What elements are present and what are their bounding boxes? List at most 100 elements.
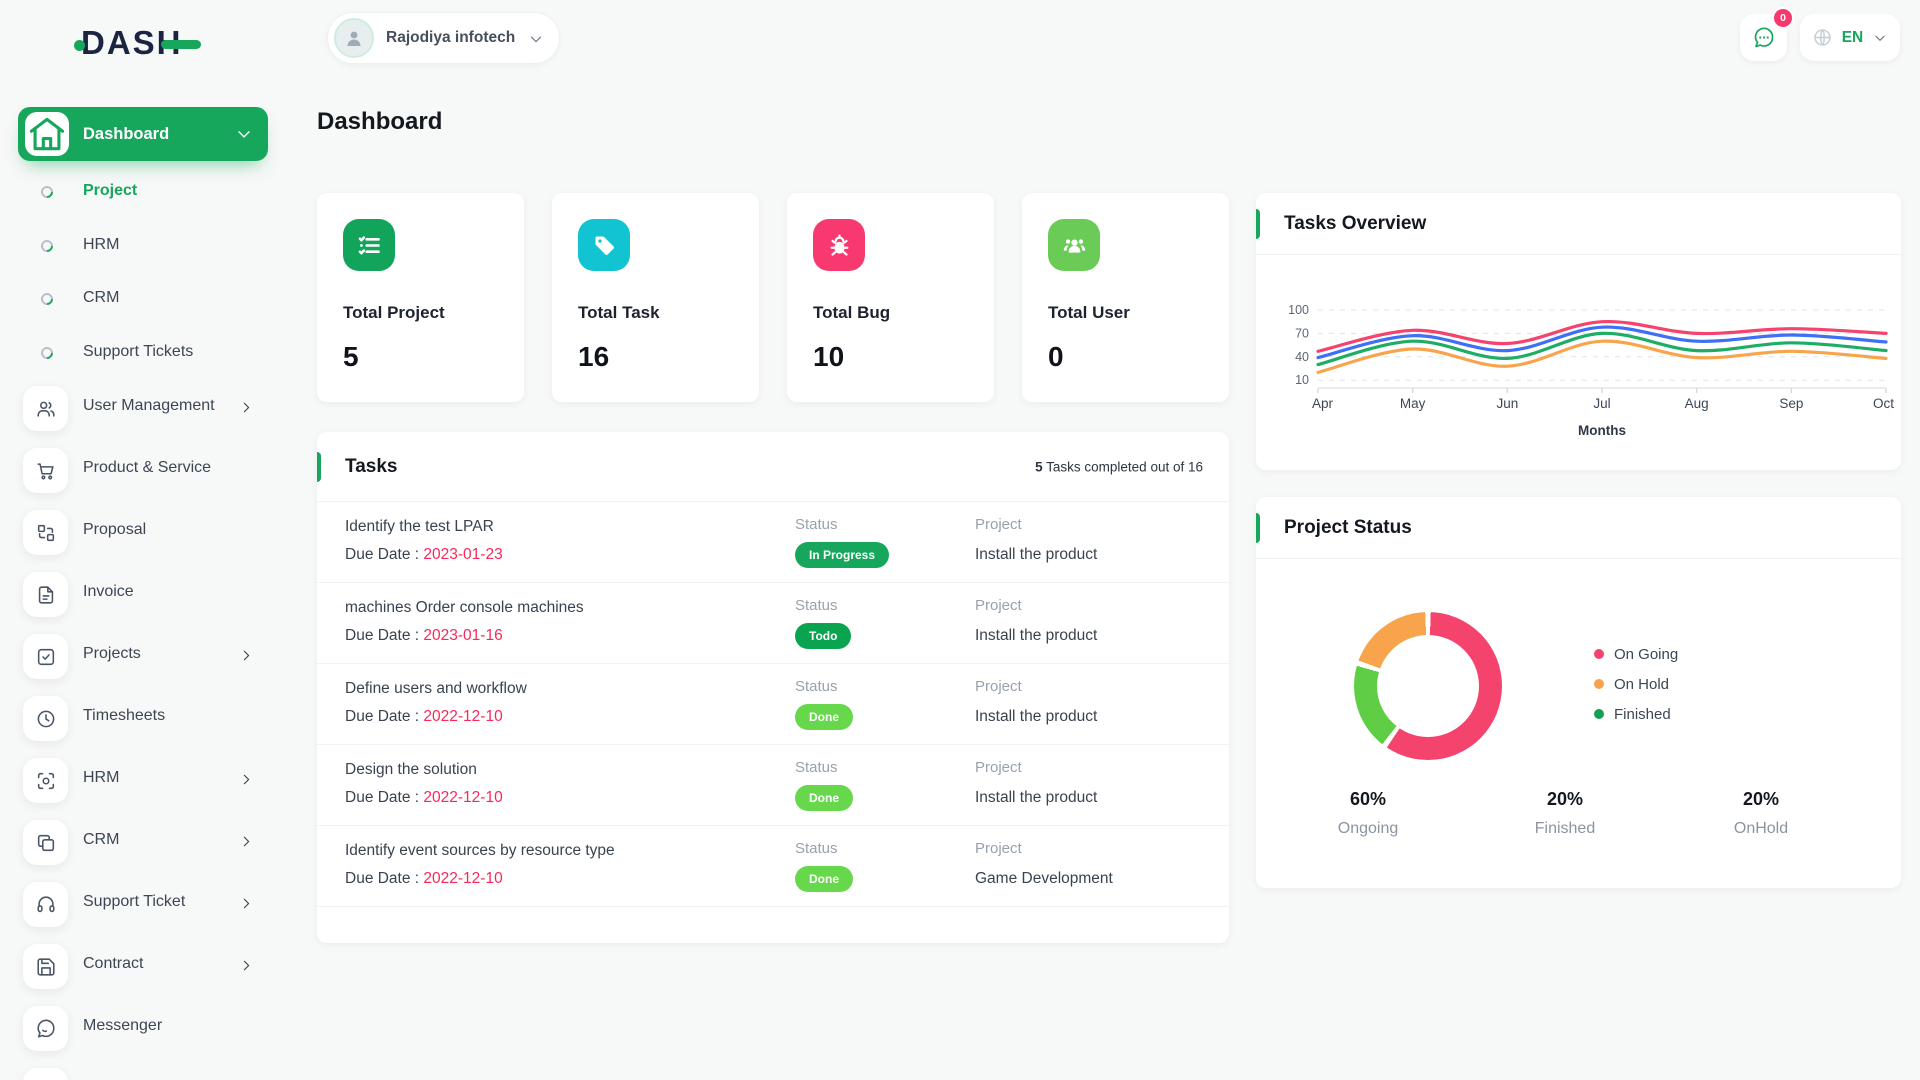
svg-text:Months: Months bbox=[1578, 423, 1626, 438]
status-badge: Done bbox=[795, 866, 853, 892]
project-status-title: Project Status bbox=[1284, 516, 1412, 538]
chevron-down-icon bbox=[234, 124, 254, 144]
sidebar-item-dashboard[interactable]: Dashboard bbox=[18, 107, 268, 161]
checklist-icon bbox=[343, 219, 395, 271]
series-pink bbox=[1316, 319, 1888, 353]
task-row: Design the solution Due Date : 2022-12-10… bbox=[317, 745, 1229, 826]
svg-text:Jul: Jul bbox=[1593, 396, 1610, 411]
stat-card-total-task: Total Task 16 bbox=[552, 193, 759, 402]
legend-item-on-hold: On Hold bbox=[1594, 669, 1678, 699]
tasks-overview-card: Tasks Overview 10 40 70 100 Apr May Jun Jul Aug S… bbox=[1256, 193, 1901, 470]
due-date: 2023-01-16 bbox=[423, 627, 503, 644]
sidebar-item-invoice[interactable]: Invoice bbox=[0, 567, 290, 623]
copy-icon bbox=[23, 820, 68, 865]
sidebar-item-assets[interactable]: Assets bbox=[0, 1063, 290, 1080]
bullet-icon bbox=[38, 290, 56, 308]
due-date: 2022-12-10 bbox=[423, 708, 503, 725]
company-dropdown[interactable]: Rajodiya infotech bbox=[327, 12, 561, 64]
sidebar-item-label: CRM bbox=[83, 831, 120, 848]
task-row: Define users and workflow Due Date : 2022… bbox=[317, 664, 1229, 745]
stat-value: 10 bbox=[813, 341, 845, 372]
series-blue bbox=[1316, 325, 1888, 360]
sidebar-item-label: Contract bbox=[83, 955, 144, 972]
chevron-right-icon bbox=[238, 399, 255, 416]
donut-stat-label: OnHold bbox=[1733, 820, 1789, 837]
due-date: 2022-12-10 bbox=[423, 789, 503, 806]
stat-value: 0 bbox=[1048, 341, 1064, 372]
clock-icon bbox=[23, 696, 68, 741]
sidebar-item-crm[interactable]: CRM bbox=[0, 815, 290, 871]
sidebar-item-messenger[interactable]: Messenger bbox=[0, 1001, 290, 1057]
svg-text:Apr: Apr bbox=[1312, 396, 1334, 411]
sidebar-item-projects[interactable]: Projects bbox=[0, 629, 290, 685]
donut-stat-onhold: 20% OnHold bbox=[1686, 789, 1836, 838]
chat-bubble-icon bbox=[23, 1006, 68, 1051]
brand-logo[interactable]: DASH bbox=[74, 24, 201, 61]
status-label: Status bbox=[795, 759, 838, 776]
due-prefix: Due Date : bbox=[345, 708, 424, 725]
sidebar-subitem-label: CRM bbox=[83, 289, 120, 307]
project-label: Project bbox=[975, 678, 1022, 695]
task-title: Design the solution bbox=[345, 761, 477, 778]
donut-stat-value: 60% bbox=[1349, 789, 1387, 809]
task-due: Due Date : 2022-12-10 bbox=[345, 870, 503, 888]
svg-text:10: 10 bbox=[1295, 373, 1309, 387]
sidebar-subitem-support-tickets[interactable]: Support Tickets bbox=[0, 336, 290, 372]
donut-stat-label: Finished bbox=[1534, 820, 1596, 837]
task-due: Due Date : 2023-01-23 bbox=[345, 546, 503, 564]
status-label: Status bbox=[795, 840, 838, 857]
sidebar-item-contract[interactable]: Contract bbox=[0, 939, 290, 995]
sidebar-item-product-service[interactable]: Product & Service bbox=[0, 443, 290, 499]
chevron-right-icon bbox=[238, 647, 255, 664]
task-title: Define users and workflow bbox=[345, 680, 527, 697]
tasks-summary: 5 Tasks completed out of 16 bbox=[1035, 459, 1203, 474]
home-icon bbox=[25, 112, 69, 156]
status-label: Status bbox=[795, 678, 838, 695]
sidebar-item-support-ticket[interactable]: Support Ticket bbox=[0, 877, 290, 933]
svg-text:40: 40 bbox=[1295, 350, 1309, 364]
page-title: Dashboard bbox=[317, 108, 443, 135]
task-rows: Identify the test LPAR Due Date : 2023-01… bbox=[317, 502, 1229, 907]
sidebar-subitem-project[interactable]: Project bbox=[0, 175, 290, 211]
sidebar-subitem-label: HRM bbox=[83, 235, 120, 253]
sidebar-item-label: Messenger bbox=[83, 1017, 163, 1034]
logo-dash bbox=[160, 39, 201, 49]
legend-dot bbox=[1594, 709, 1604, 719]
project-label: Project bbox=[975, 840, 1022, 857]
sidebar-item-label: Product & Service bbox=[83, 459, 212, 476]
legend-dot bbox=[1594, 679, 1604, 689]
sidebar-item-hrm[interactable]: HRM bbox=[0, 753, 290, 809]
sidebar-item-user-management[interactable]: User Management bbox=[0, 381, 290, 437]
chevron-right-icon bbox=[238, 957, 255, 974]
stat-card-total-project: Total Project 5 bbox=[317, 193, 524, 402]
project-label: Project bbox=[975, 516, 1022, 533]
due-date: 2022-12-10 bbox=[423, 870, 503, 887]
task-title: Identify event sources by resource type bbox=[345, 842, 615, 859]
project-name: Game Development bbox=[975, 870, 1113, 887]
project-label: Project bbox=[975, 597, 1022, 614]
sidebar: DASH Dashboard Project HRM CRM Support Tick… bbox=[0, 0, 290, 1080]
chat-button[interactable]: 0 bbox=[1740, 7, 1794, 61]
tasks-overview-header: Tasks Overview bbox=[1256, 193, 1901, 255]
invoice-icon bbox=[23, 572, 68, 617]
sidebar-subitem-hrm[interactable]: HRM bbox=[0, 229, 290, 265]
project-status-header: Project Status bbox=[1256, 497, 1901, 559]
tasks-overview-title: Tasks Overview bbox=[1284, 212, 1427, 234]
legend-label: On Going bbox=[1614, 645, 1679, 663]
sidebar-item-proposal[interactable]: Proposal bbox=[0, 505, 290, 561]
status-badge: Done bbox=[795, 785, 853, 811]
sidebar-subitem-crm[interactable]: CRM bbox=[0, 282, 290, 318]
svg-text:Oct: Oct bbox=[1873, 396, 1894, 411]
proposal-icon bbox=[23, 510, 68, 555]
logo-dot bbox=[74, 39, 85, 51]
sidebar-item-timesheets[interactable]: Timesheets bbox=[0, 691, 290, 747]
cart-icon bbox=[23, 448, 68, 493]
check-square-icon bbox=[23, 634, 68, 679]
legend-item-on-going: On Going bbox=[1594, 639, 1678, 669]
sidebar-subitem-label: Project bbox=[83, 182, 138, 199]
task-due: Due Date : 2022-12-10 bbox=[345, 789, 503, 807]
language-dropdown[interactable]: EN bbox=[1800, 14, 1900, 61]
status-badge: Todo bbox=[795, 623, 852, 649]
task-row: machines Order console machines Due Date … bbox=[317, 583, 1229, 664]
status-badge: Done bbox=[795, 704, 853, 730]
